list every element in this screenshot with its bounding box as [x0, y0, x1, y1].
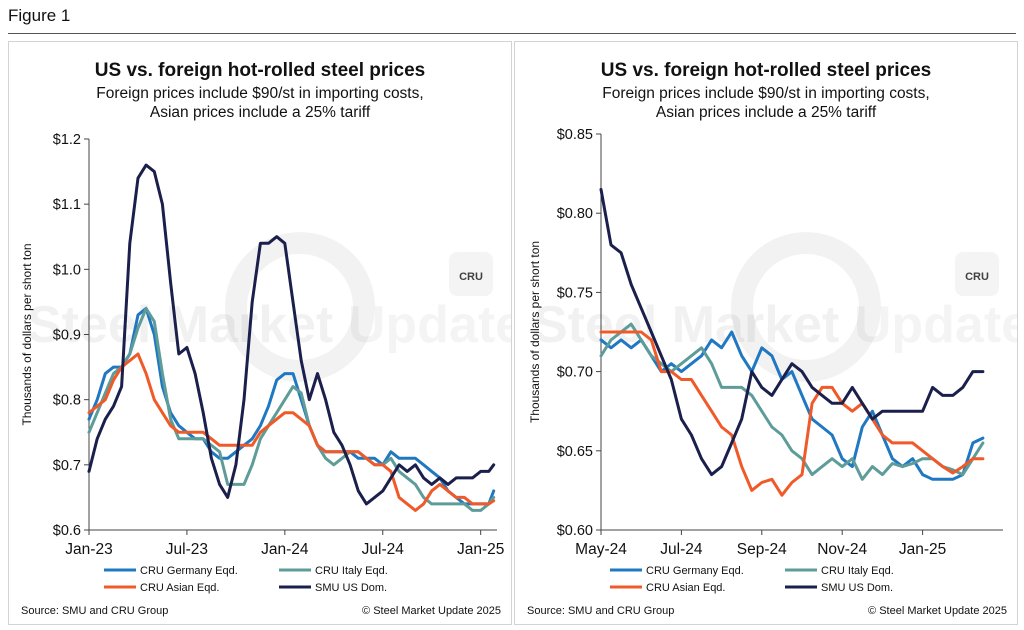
series-line-asian: [599, 330, 985, 497]
y-tick-label: $0.8: [53, 393, 81, 409]
series-line-asian: [87, 352, 496, 512]
watermark-text-light: Update: [854, 296, 1017, 354]
x-tick-label: Jan-24: [261, 541, 309, 558]
series-line-italy: [87, 306, 496, 512]
watermark-logo-icon: [449, 252, 493, 296]
y-tick-label: $1.0: [53, 262, 81, 278]
x-tick-label: Jan-25: [457, 541, 504, 558]
y-axis-label: Thousands of dollars per short ton: [528, 241, 542, 423]
legend-label-italy: CRU Italy Eqd.: [315, 565, 388, 577]
x-tick-label: Sep-24: [737, 541, 787, 558]
y-tick-label: $0.75: [557, 285, 593, 301]
copyright-text: © Steel Market Update 2025: [362, 605, 501, 617]
y-tick-label: $0.85: [557, 127, 593, 143]
figure-divider: [8, 33, 1016, 34]
chart-subtitle-line: Foreign prices include $90/st in importi…: [602, 85, 929, 102]
y-tick-label: $1.2: [53, 132, 81, 148]
y-tick-label: $1.1: [53, 197, 81, 213]
source-text: Source: SMU and CRU Group: [21, 605, 168, 617]
x-tick-label: Jul-24: [362, 541, 405, 558]
watermark-swoosh-icon: [731, 232, 881, 382]
y-tick-label: $0.70: [557, 365, 593, 381]
legend-label-asian: CRU Asian Eqd.: [646, 582, 725, 594]
legend-label-us: SMU US Dom.: [315, 582, 387, 594]
series-line-us: [599, 187, 985, 477]
chart-subtitle-line: Foreign prices include $90/st in importi…: [96, 85, 423, 102]
y-tick-label: $0.7: [53, 458, 81, 474]
legend-label-us: SMU US Dom.: [821, 582, 893, 594]
chart-subtitle-line: Asian prices include a 25% tariff: [656, 104, 877, 121]
legend-label-italy: CRU Italy Eqd.: [821, 565, 894, 577]
watermark: Steel Market Update CRU: [27, 232, 511, 382]
x-tick-label: Jul-24: [660, 541, 703, 558]
chart-subtitle-line: Asian prices include a 25% tariff: [150, 104, 371, 121]
watermark-logo-icon: [955, 252, 999, 296]
y-tick-label: $0.65: [557, 444, 593, 460]
source-text: Source: SMU and CRU Group: [527, 605, 674, 617]
x-tick-label: Jan-25: [899, 541, 946, 558]
chart-right: Steel Market Update CRU US vs. foreign hot…: [527, 60, 1017, 617]
legend-label-germany: CRU Germany Eqd.: [140, 565, 238, 577]
chart-panel-right: Steel Market Update CRU US vs. foreign hot…: [514, 41, 1018, 625]
x-tick-label: Nov-24: [817, 541, 867, 558]
watermark-swoosh-icon: [225, 232, 375, 382]
chart-title: US vs. foreign hot-rolled steel prices: [95, 60, 425, 81]
series-line-germany: [599, 330, 985, 481]
y-tick-label: $0.6: [53, 523, 81, 539]
legend-label-asian: CRU Asian Eqd.: [140, 582, 219, 594]
watermark-text: Steel Market Update: [533, 296, 1017, 354]
y-axis-label: Thousands of dollars per short ton: [20, 243, 34, 425]
series-line-us: [87, 163, 496, 506]
x-tick-label: Jan-23: [65, 541, 112, 558]
chart-panel-left: Steel Market Update CRU US vs. foreign hot…: [8, 41, 512, 625]
watermark: Steel Market Update CRU: [533, 232, 1017, 382]
chart-title: US vs. foreign hot-rolled steel prices: [601, 60, 931, 81]
y-tick-label: $0.9: [53, 328, 81, 344]
watermark-logo-text: CRU: [965, 271, 989, 283]
watermark-text-bold: Steel Market: [533, 296, 854, 354]
watermark-logo-text: CRU: [459, 271, 483, 283]
watermark-text-light: Update: [348, 296, 511, 354]
series-line-germany: [87, 306, 496, 506]
copyright-text: © Steel Market Update 2025: [868, 605, 1007, 617]
watermark-text: Steel Market Update: [27, 296, 511, 354]
x-tick-label: May-24: [575, 541, 627, 558]
figure-label: Figure 1: [8, 6, 71, 25]
chart-left: Steel Market Update CRU US vs. foreign hot…: [20, 60, 511, 617]
x-tick-label: Jul-23: [166, 541, 208, 558]
legend-label-germany: CRU Germany Eqd.: [646, 565, 744, 577]
y-tick-label: $0.60: [557, 523, 593, 539]
y-tick-label: $0.80: [557, 206, 593, 222]
